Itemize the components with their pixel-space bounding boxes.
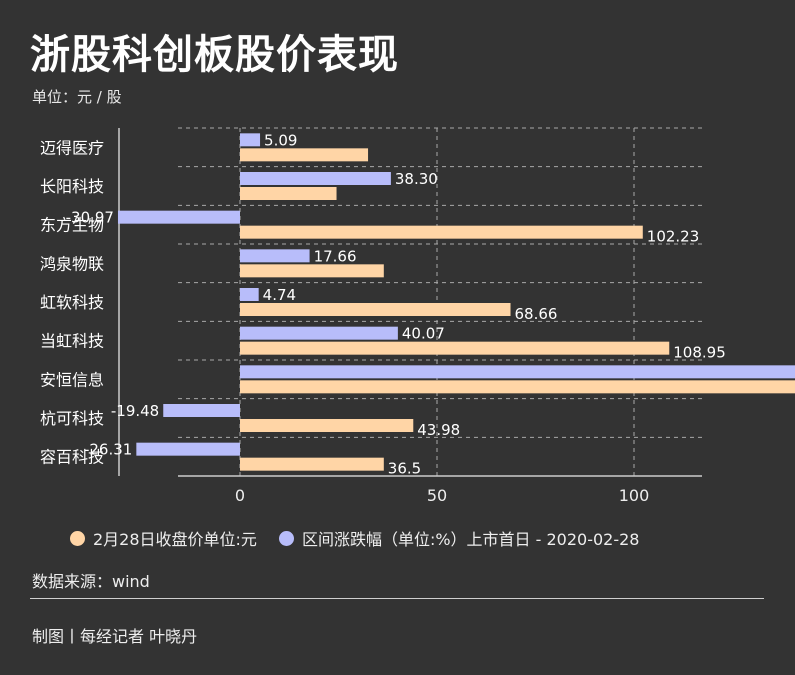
y-category-label: 容百科技 <box>40 448 104 467</box>
data-label-change: 40.07 <box>402 325 445 343</box>
y-category-label: 迈得医疗 <box>40 138 104 157</box>
bar-chart: 050100150200迈得医疗5.09长阳科技38.30东方生物-30.971… <box>40 127 795 505</box>
legend-item-change: 区间涨跌幅（单位:%）上市首日 - 2020-02-28 <box>278 526 640 550</box>
data-label-price: 43.98 <box>417 421 460 439</box>
divider <box>30 598 764 599</box>
x-tick-label: 0 <box>235 486 245 505</box>
bar-price <box>240 457 384 471</box>
data-label-price: 108.95 <box>673 344 726 362</box>
y-category-label: 虹软科技 <box>40 293 104 312</box>
data-label-price: 36.5 <box>388 460 421 478</box>
data-label-price: 102.23 <box>647 228 700 246</box>
x-tick-label: 50 <box>427 486 447 505</box>
bar-change <box>163 404 240 417</box>
y-category-label: 长阳科技 <box>40 177 104 196</box>
chart-title: 浙股科创板股价表现 <box>30 32 399 78</box>
data-source: 数据来源：wind <box>32 572 150 591</box>
y-category-label: 当虹科技 <box>40 332 104 351</box>
bar-price <box>240 341 670 355</box>
bar-price <box>240 303 511 316</box>
y-category-label: 东方生物 <box>40 216 104 235</box>
data-label-change: 17.66 <box>314 247 357 265</box>
bar-change <box>136 442 240 456</box>
data-label-change: -26.31 <box>84 441 132 459</box>
legend: 2月28日收盘价单位:元 区间涨跌幅（单位:%）上市首日 - 2020-02-2… <box>70 526 661 550</box>
bar-change <box>240 365 795 379</box>
unit-label: 单位：元 / 股 <box>32 88 122 106</box>
bar-price <box>240 264 384 278</box>
bar-change <box>240 326 398 340</box>
legend-swatch-change <box>278 530 294 546</box>
data-label-change: 5.09 <box>264 131 297 149</box>
bar-price <box>240 225 643 239</box>
data-label-change: -30.97 <box>66 209 114 227</box>
data-label-change: 4.74 <box>263 286 296 304</box>
bar-change <box>240 133 261 147</box>
bar-price <box>240 419 414 432</box>
y-category-label: 鸿泉物联 <box>40 254 104 273</box>
bar-price <box>240 187 337 200</box>
bar-change <box>240 249 310 263</box>
data-label-price: 68.66 <box>515 305 558 323</box>
bar-change <box>240 172 391 185</box>
legend-swatch-price <box>70 530 85 546</box>
bar-change <box>240 288 259 301</box>
bar-price <box>240 380 795 394</box>
bar-price <box>240 148 369 162</box>
legend-item-price: 2月28日收盘价单位:元 <box>70 526 257 550</box>
legend-label-price: 2月28日收盘价单位:元 <box>93 530 257 549</box>
data-label-change: -19.48 <box>111 402 159 420</box>
bar-change <box>117 210 240 224</box>
y-category-label: 杭可科技 <box>40 409 104 428</box>
credit-line: 制图丨每经记者 叶晓丹 <box>32 627 198 646</box>
legend-label-change: 区间涨跌幅（单位:%）上市首日 - 2020-02-28 <box>301 530 640 549</box>
x-tick-label: 100 <box>619 486 650 505</box>
data-label-change: 38.30 <box>395 170 438 188</box>
y-category-label: 安恒信息 <box>40 370 104 389</box>
